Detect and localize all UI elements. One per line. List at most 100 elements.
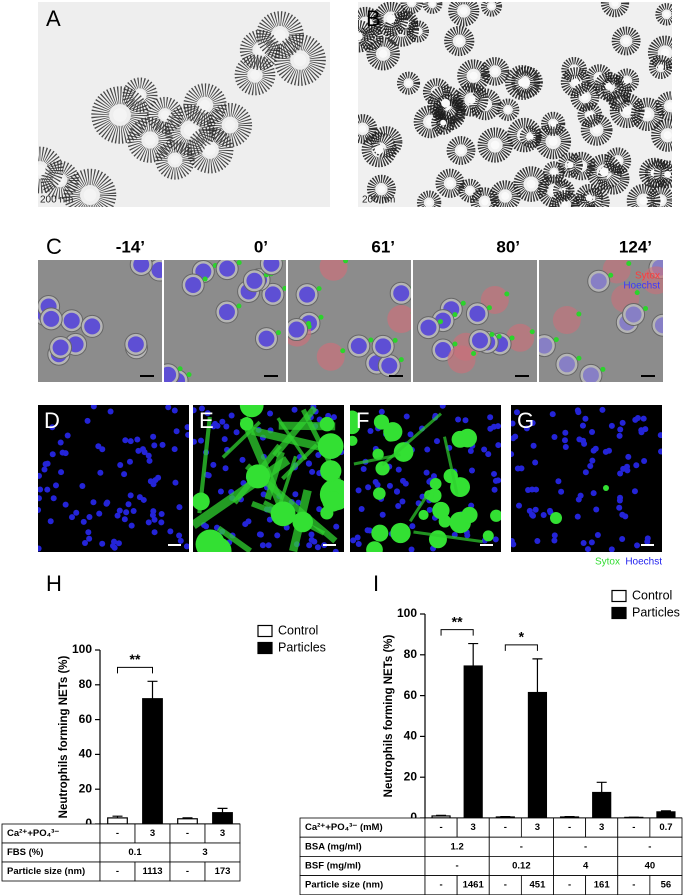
y-tick-label: 20: [79, 781, 93, 795]
particle-core: [614, 157, 622, 165]
nucleus: [471, 332, 488, 349]
table-cell-text: -: [504, 822, 507, 833]
green-blob: [320, 460, 342, 482]
nucleus: [50, 495, 57, 502]
particle: [630, 97, 665, 132]
nucleus: [41, 466, 48, 473]
nucleus: [399, 498, 406, 505]
green-blob: [193, 492, 210, 511]
nucleus: [246, 272, 263, 289]
table-row-label: Particle size (nm): [7, 866, 85, 877]
nucleus: [151, 529, 158, 536]
particle: [393, 10, 419, 36]
nucleus: [350, 537, 357, 544]
particle: [577, 102, 603, 128]
particle-core: [663, 11, 670, 18]
table-row-label: Ca²⁺+PO₄³⁻: [7, 828, 59, 839]
nucleus: [123, 509, 130, 516]
green-dot: [529, 329, 535, 335]
particle: [477, 127, 513, 163]
nucleus: [84, 318, 101, 335]
net-strand: [264, 451, 285, 501]
particle: [575, 183, 604, 207]
nucleus: [130, 508, 137, 515]
legend-label: Particles: [632, 605, 680, 619]
green-dot: [669, 259, 674, 264]
nucleus: [203, 523, 210, 530]
nucleus: [127, 438, 134, 445]
table-cell-text: 1461: [463, 880, 485, 891]
table-cell-text: -: [439, 822, 442, 833]
nucleus: [620, 465, 627, 472]
nucleus: [185, 431, 189, 438]
nucleus: [259, 542, 266, 549]
panel-label: H: [46, 571, 62, 596]
particle-core: [526, 179, 536, 189]
particle-core: [426, 199, 433, 206]
particle-core: [657, 64, 664, 71]
micrograph: [164, 260, 286, 382]
table-cell-text: -: [632, 822, 635, 833]
nucleus: [350, 338, 367, 355]
nucleus: [193, 438, 197, 445]
particle-core: [469, 71, 478, 80]
nucleus: [395, 466, 402, 473]
panel-label: A: [46, 6, 61, 31]
nucleus: [403, 413, 410, 420]
particle-core: [491, 67, 499, 75]
nucleus: [223, 423, 230, 430]
particle: [38, 146, 64, 194]
nucleus: [256, 531, 263, 538]
particle-core: [255, 45, 265, 55]
particle: [370, 126, 403, 159]
nucleus: [577, 492, 584, 499]
green-dot: [486, 305, 492, 311]
nucleus: [562, 429, 569, 436]
particle: [496, 98, 520, 122]
nucleus: [462, 417, 469, 424]
nucleus: [551, 433, 558, 440]
scale-label: 200 nm: [40, 195, 73, 206]
red-cell: [316, 342, 345, 371]
nucleus: [127, 492, 134, 499]
table-cell-text: 3: [202, 847, 207, 858]
nucleus: [511, 538, 515, 545]
green-blob: [390, 522, 411, 544]
green-dot: [576, 355, 582, 361]
table-cell-text: 40: [645, 861, 656, 872]
nucleus: [481, 446, 488, 453]
error-bar: [532, 658, 543, 693]
nucleus: [133, 260, 150, 273]
particle-core: [199, 99, 211, 111]
nucleus: [467, 447, 474, 454]
y-axis-label: Neutrophils forming NETs (%): [58, 655, 70, 818]
table-cell-text: -: [568, 822, 571, 833]
nucleus: [654, 317, 663, 334]
panel-label: D: [44, 408, 60, 433]
bar: [142, 698, 163, 825]
particle-core: [467, 187, 474, 194]
particle-core: [623, 77, 630, 84]
particle: [400, 2, 423, 14]
nucleus: [116, 507, 123, 514]
nucleus: [43, 310, 60, 327]
micrograph-background: [511, 405, 662, 552]
particle: [234, 54, 276, 96]
particle-core: [274, 29, 286, 41]
nucleus: [616, 432, 623, 439]
nucleus: [332, 548, 339, 552]
particle: [570, 82, 600, 112]
y-tick-label: 60: [79, 712, 93, 726]
particle: [626, 183, 661, 207]
particle: [91, 86, 149, 144]
particle: [454, 83, 489, 117]
green-dot: [643, 305, 649, 311]
nucleus: [393, 488, 400, 495]
nucleus: [515, 502, 522, 509]
nucleus: [582, 367, 599, 382]
particle: [127, 117, 173, 163]
table-cell-text: 1.2: [451, 841, 464, 852]
nucleus: [309, 468, 316, 475]
nucleus: [49, 451, 56, 458]
